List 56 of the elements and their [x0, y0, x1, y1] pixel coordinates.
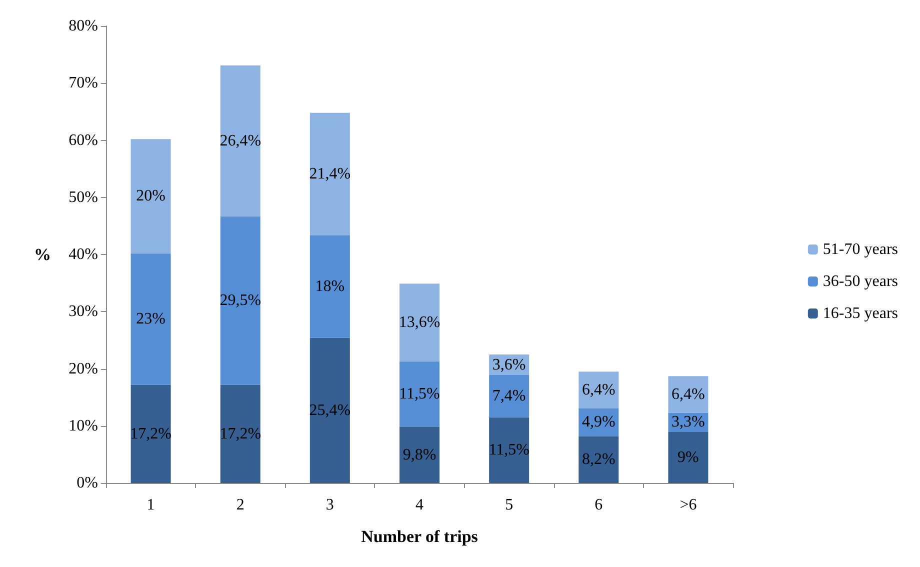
- bar: [310, 235, 350, 338]
- x-tick-label: 5: [505, 496, 514, 514]
- y-tick-label: 70%: [68, 74, 98, 92]
- bar: [400, 427, 440, 483]
- legend-label: 36-50 years: [822, 273, 898, 290]
- bar: [489, 375, 530, 418]
- bar: [400, 361, 440, 428]
- y-tick-label: 10%: [68, 417, 98, 434]
- data-label: 9%: [678, 448, 699, 466]
- x-tick-label: 3: [326, 496, 334, 514]
- bar: [220, 384, 260, 483]
- y-tick-label: 20%: [68, 360, 98, 378]
- data-label: 17,2%: [220, 425, 262, 442]
- bar: [489, 417, 530, 483]
- bar: [220, 65, 260, 216]
- data-label: 21,4%: [309, 165, 351, 182]
- x-tick-label: >6: [680, 496, 697, 514]
- x-tick-label: 6: [594, 496, 603, 514]
- bar: [400, 284, 440, 362]
- data-label: 18%: [315, 278, 345, 295]
- y-tick-label: 60%: [68, 132, 98, 149]
- data-label: 23%: [136, 310, 166, 328]
- bar: [578, 436, 619, 483]
- data-label: 4,9%: [582, 414, 616, 431]
- y-tick-label: 0%: [76, 474, 98, 492]
- x-tick-label: 4: [416, 496, 424, 514]
- data-label: 20%: [136, 188, 166, 205]
- y-tick-label: 40%: [68, 246, 98, 263]
- x-tick-label: 2: [236, 496, 244, 514]
- data-label: 3,3%: [672, 414, 705, 431]
- data-label: 3,6%: [492, 356, 526, 374]
- data-label: 6,4%: [582, 381, 616, 398]
- data-label: 6,4%: [672, 386, 705, 403]
- x-axis-title: Number of trips: [361, 527, 478, 546]
- data-label: 7,4%: [492, 388, 526, 405]
- bar: [310, 338, 350, 483]
- bar: [668, 432, 708, 483]
- data-label: 11,5%: [399, 386, 440, 403]
- y-tick-label: 30%: [68, 303, 98, 320]
- legend-label: 51-70 years: [822, 241, 898, 258]
- y-axis-title: %: [34, 245, 51, 264]
- bar: [130, 253, 171, 385]
- data-label: 29,5%: [220, 292, 262, 309]
- x-tick-label: 1: [146, 496, 155, 514]
- data-label: 13,6%: [398, 314, 440, 331]
- bar: [310, 112, 350, 236]
- y-tick-label: 80%: [68, 18, 98, 34]
- data-label: 11,5%: [488, 442, 530, 459]
- legend-label: 16-35 years: [822, 305, 898, 322]
- data-label: 25,4%: [309, 402, 351, 419]
- data-label: 8,2%: [582, 451, 616, 468]
- data-label: 26,4%: [220, 132, 262, 150]
- bar: [130, 139, 171, 254]
- data-label: 9,8%: [402, 446, 436, 464]
- y-tick-label: 50%: [68, 188, 98, 206]
- bar: [220, 216, 260, 385]
